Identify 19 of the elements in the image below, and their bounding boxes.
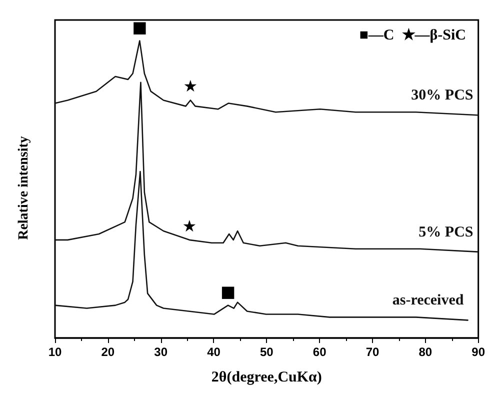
x-tick-label: 60 <box>312 345 327 359</box>
annotation: ★ <box>182 216 197 236</box>
annotation: ■ <box>132 17 148 36</box>
x-tick-label: 10 <box>48 345 62 359</box>
x-tick-label: 20 <box>101 345 115 359</box>
x-tick-label: 30 <box>154 345 168 359</box>
y-axis-title: Relative intensity <box>16 136 32 240</box>
series-label: 30% PCS <box>411 88 474 104</box>
x-tick-label: 40 <box>207 345 221 359</box>
x-axis-title: 2θ(degree,CuKα) <box>211 370 322 386</box>
series-label: as-received <box>392 292 464 309</box>
annotation: ■—C ★—β-SiC <box>359 28 466 44</box>
x-tick-label: 70 <box>366 345 380 359</box>
annotation: ★ <box>183 76 198 96</box>
x-tick-label: 90 <box>472 345 486 359</box>
x-tick-label: 50 <box>260 345 274 359</box>
x-tick-label: 80 <box>418 345 432 359</box>
annotation: ■ <box>220 282 236 301</box>
series-label: 5% PCS <box>418 224 474 240</box>
